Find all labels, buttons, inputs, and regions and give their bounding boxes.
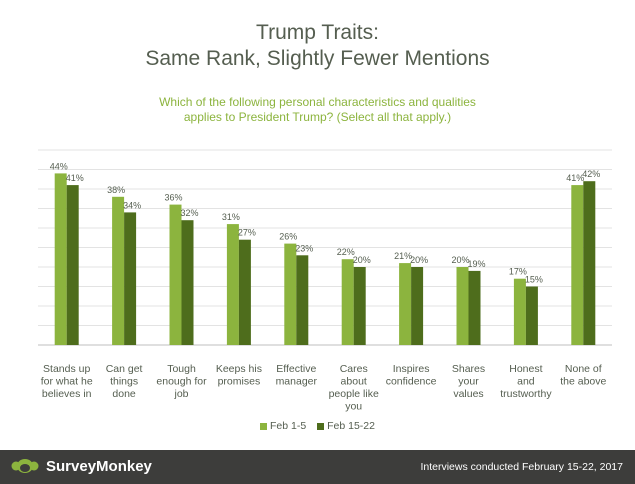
legend-item-series2: Feb 15-22 (317, 420, 375, 432)
x-tick-label-line: believes in (42, 388, 92, 400)
x-tick-label-line: Tough (167, 363, 196, 375)
x-tick-label-line: Stands up (43, 363, 90, 375)
bar-series1 (571, 185, 584, 345)
bar-series2 (66, 185, 79, 345)
x-tick-label-line: enough for (156, 376, 207, 388)
bar-series2 (238, 239, 251, 345)
x-tick-label-line: manager (276, 376, 318, 388)
x-tick-label: Keeps his promises (216, 363, 262, 388)
x-tick-label-line: for what he (41, 376, 93, 388)
bar-series2 (525, 286, 538, 345)
x-tick-label-line: None of (565, 363, 602, 375)
data-label: 41% (66, 173, 84, 183)
chart-title-line1: Trump Traits: (256, 21, 379, 44)
data-label: 19% (467, 259, 485, 269)
x-tick-label: Can get things done (106, 363, 143, 400)
bar-series2 (353, 267, 366, 345)
x-tick-label-line: Shares (452, 363, 485, 375)
x-tick-label: Effective manager (276, 363, 318, 388)
bar-series1 (513, 278, 526, 345)
x-tick-label: Stands up for what he believes in (41, 363, 93, 400)
bar-series1 (284, 243, 297, 345)
x-tick-label-line: trustworthy (500, 388, 552, 400)
legend-item-series1: Feb 1-5 (260, 420, 306, 432)
bar-series2 (181, 220, 194, 345)
x-tick-label-line: done (112, 388, 136, 400)
x-tick-label: None of the above (560, 363, 606, 388)
x-tick-label: Honest and trustworthy (500, 363, 552, 400)
x-tick-label-line: Inspires (393, 363, 430, 375)
data-label: 27% (238, 228, 256, 238)
bar-series1 (54, 173, 67, 345)
x-tick-label-line: values (453, 388, 483, 400)
legend-label-series1: Feb 1-5 (270, 420, 307, 432)
data-label: 32% (180, 208, 198, 218)
x-tick-label-line: Honest (509, 363, 542, 375)
data-label: 17% (509, 267, 527, 277)
x-tick-label-line: and (517, 376, 535, 388)
bar-series2 (468, 270, 481, 345)
legend-label-series2: Feb 15-22 (327, 420, 375, 432)
x-tick-label-line: Keeps his (216, 363, 262, 375)
x-tick-label-line: promises (218, 376, 261, 388)
data-label: 44% (50, 161, 68, 171)
bar-series1 (456, 267, 469, 345)
x-tick-label: Inspires confidence (386, 363, 437, 388)
x-tick-label-line: the above (560, 376, 606, 388)
x-tick-label-line: Can get (106, 363, 143, 375)
x-tick-label: Cares about people like you (329, 363, 379, 413)
legend-swatch-series1 (260, 422, 267, 430)
bar-chart: 44% 41% Stands up for what he believes in 38%… (38, 149, 612, 413)
chart-title-line2: Same Rank, Slightly Fewer Mentions (145, 47, 490, 70)
bar-series1 (399, 263, 412, 345)
bar-series2 (296, 255, 309, 345)
x-tick-label-line: your (458, 376, 479, 388)
data-label: 15% (525, 275, 543, 285)
x-tick-label-line: people like (329, 388, 379, 400)
data-label: 21% (394, 251, 412, 261)
bar-series2 (583, 181, 596, 345)
chart-subtitle: Which of the following personal characte… (0, 95, 635, 125)
data-label: 22% (337, 247, 355, 257)
data-label: 31% (222, 212, 240, 222)
legend: Feb 1-5 Feb 15-22 (0, 420, 635, 433)
x-tick-label: Tough enough for job (156, 363, 207, 400)
data-label: 34% (123, 200, 141, 210)
footer-note: Interviews conducted February 15-22, 201… (420, 461, 623, 473)
data-label: 36% (164, 193, 182, 203)
x-tick-label-line: about (341, 376, 367, 388)
chart-subtitle-line1: Which of the following personal characte… (159, 95, 476, 109)
x-tick-label-line: things (110, 376, 138, 388)
data-label: 20% (451, 255, 469, 265)
bar-series1 (341, 259, 354, 345)
data-label: 42% (582, 169, 600, 179)
x-tick-label-line: confidence (386, 376, 437, 388)
logo-text: SurveyMonkey (46, 457, 152, 475)
legend-swatch-series2 (317, 422, 325, 430)
x-tick-label-line: job (173, 388, 188, 400)
x-tick-label: Shares your values (452, 363, 485, 400)
footer-bar: SurveyMonkey Interviews conducted Februa… (0, 450, 635, 484)
x-tick-label-line: Effective (276, 363, 316, 375)
data-label: 20% (353, 255, 371, 265)
bar-series2 (124, 212, 137, 345)
x-tick-label-line: Cares (340, 363, 368, 375)
x-tick-label-line: you (345, 401, 362, 413)
chart-subtitle-line2: applies to President Trump? (Select all … (183, 110, 452, 124)
bar-series2 (411, 267, 424, 345)
bar-series1 (169, 204, 182, 345)
data-label: 26% (279, 232, 297, 242)
surveymonkey-logo-icon (11, 459, 39, 473)
chart-title: Trump Traits: Same Rank, Slightly Fewer … (0, 20, 635, 72)
bar-series1 (226, 224, 239, 345)
data-label: 20% (410, 255, 428, 265)
bar-series1 (112, 196, 125, 345)
data-label: 41% (566, 173, 584, 183)
data-label: 38% (107, 185, 125, 195)
surveymonkey-logo[interactable]: SurveyMonkey (10, 456, 152, 476)
data-label: 23% (295, 243, 313, 253)
